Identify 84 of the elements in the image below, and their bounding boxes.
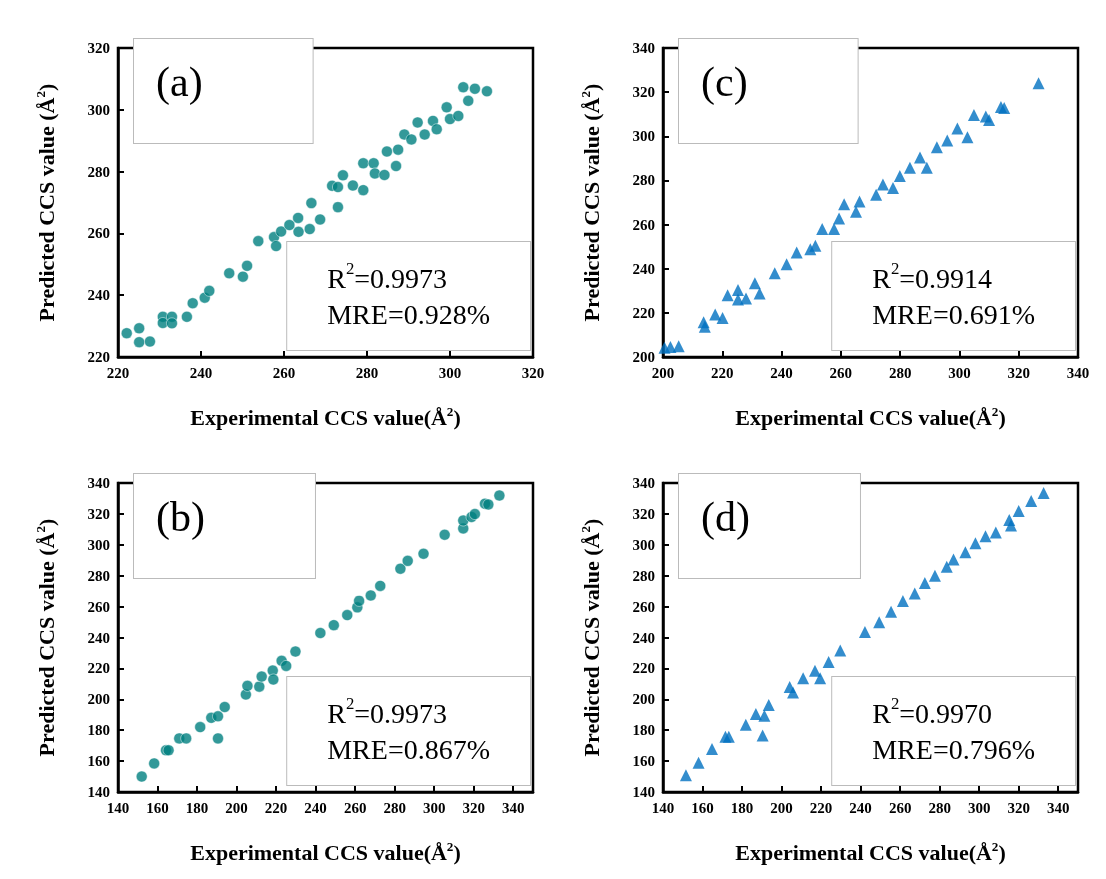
x-tick-label: 320: [1007, 799, 1030, 816]
x-tick-label: 300: [438, 364, 462, 381]
x-tick-label: 340: [501, 799, 525, 816]
y-tick-label: 160: [87, 753, 110, 770]
x-tick-label: 200: [225, 799, 248, 816]
x-tick-label: 240: [189, 364, 213, 381]
y-tick-label: 180: [87, 722, 110, 739]
y-tick-label: 180: [632, 722, 655, 739]
y-tick-label: 240: [87, 287, 110, 304]
annotation: MRE=0.867%: [327, 733, 491, 765]
annotation: (c): [701, 59, 748, 106]
y-axis-title: Predicted CCS value (Å2): [33, 518, 59, 757]
y-tick-label: 300: [632, 128, 655, 145]
y-tick-label: 340: [87, 475, 110, 491]
x-tick-label: 240: [304, 799, 327, 816]
x-tick-label: 180: [185, 799, 209, 816]
annotation: MRE=0.691%: [872, 298, 1036, 330]
y-tick-label: 200: [632, 691, 655, 708]
x-tick-label: 200: [770, 799, 793, 816]
x-tick-label: 280: [928, 799, 951, 816]
y-tick-label: 240: [87, 629, 110, 646]
y-tick-label: 260: [87, 598, 110, 615]
x-tick-label: 280: [888, 364, 912, 381]
x-tick-label: 300: [967, 799, 991, 816]
y-tick-label: 320: [87, 505, 110, 522]
x-tick-label: 280: [383, 799, 406, 816]
y-tick-label: 320: [632, 505, 655, 522]
y-axis-title: Predicted CCS value (Å2): [33, 83, 59, 322]
y-tick-label: 340: [632, 40, 655, 56]
y-tick-label: 160: [632, 753, 655, 770]
x-tick-label: 220: [264, 799, 288, 816]
y-tick-label: 340: [632, 475, 655, 491]
y-tick-label: 260: [632, 598, 655, 615]
y-tick-label: 220: [632, 660, 655, 677]
y-axis-title: Predicted CCS value (Å2): [578, 83, 604, 322]
y-tick-label: 220: [87, 349, 110, 365]
y-tick-label: 280: [632, 172, 655, 189]
x-tick-label: 260: [343, 799, 367, 816]
x-tick-label: 340: [1066, 364, 1090, 381]
x-tick-label: 220: [711, 364, 734, 381]
x-tick-label: 140: [106, 799, 130, 816]
y-tick-label: 280: [87, 163, 110, 180]
y-tick-label: 200: [632, 349, 655, 365]
y-tick-label: 140: [632, 784, 655, 800]
x-tick-label: 260: [272, 364, 296, 381]
y-tick-label: 240: [632, 260, 655, 277]
y-tick-label: 260: [87, 225, 110, 242]
y-tick-label: 240: [632, 629, 655, 646]
x-tick-label: 200: [651, 364, 675, 381]
annotation: (a): [156, 59, 203, 106]
x-tick-label: 160: [691, 799, 714, 816]
x-tick-label: 280: [355, 364, 379, 381]
x-tick-label: 180: [730, 799, 754, 816]
y-tick-label: 300: [632, 536, 655, 553]
y-tick-label: 300: [87, 101, 110, 118]
x-tick-label: 140: [651, 799, 675, 816]
y-tick-label: 280: [632, 567, 655, 584]
x-tick-label: 320: [462, 799, 485, 816]
x-tick-label: 320: [1007, 364, 1030, 381]
x-tick-label: 340: [1046, 799, 1070, 816]
y-tick-label: 280: [87, 567, 110, 584]
x-tick-label: 220: [809, 799, 833, 816]
x-tick-label: 300: [422, 799, 446, 816]
y-tick-label: 320: [87, 40, 110, 56]
y-tick-label: 200: [87, 691, 110, 708]
annotation: MRE=0.928%: [327, 298, 491, 330]
annotation: (b): [156, 494, 205, 541]
x-tick-label: 300: [948, 364, 971, 381]
x-tick-label: 220: [106, 364, 130, 381]
y-tick-label: 220: [87, 660, 110, 677]
x-tick-label: 320: [521, 364, 545, 381]
y-tick-label: 320: [632, 84, 655, 101]
annotation: (d): [701, 494, 750, 541]
x-tick-label: 260: [829, 364, 853, 381]
y-tick-label: 220: [632, 304, 655, 321]
x-tick-label: 260: [888, 799, 912, 816]
x-tick-label: 240: [770, 364, 793, 381]
y-tick-label: 300: [87, 536, 110, 553]
x-tick-label: 160: [146, 799, 169, 816]
y-tick-label: 260: [632, 216, 655, 233]
y-tick-label: 140: [87, 784, 110, 800]
y-axis-title: Predicted CCS value (Å2): [578, 518, 604, 757]
x-tick-label: 240: [849, 799, 872, 816]
annotation: MRE=0.796%: [872, 733, 1036, 765]
